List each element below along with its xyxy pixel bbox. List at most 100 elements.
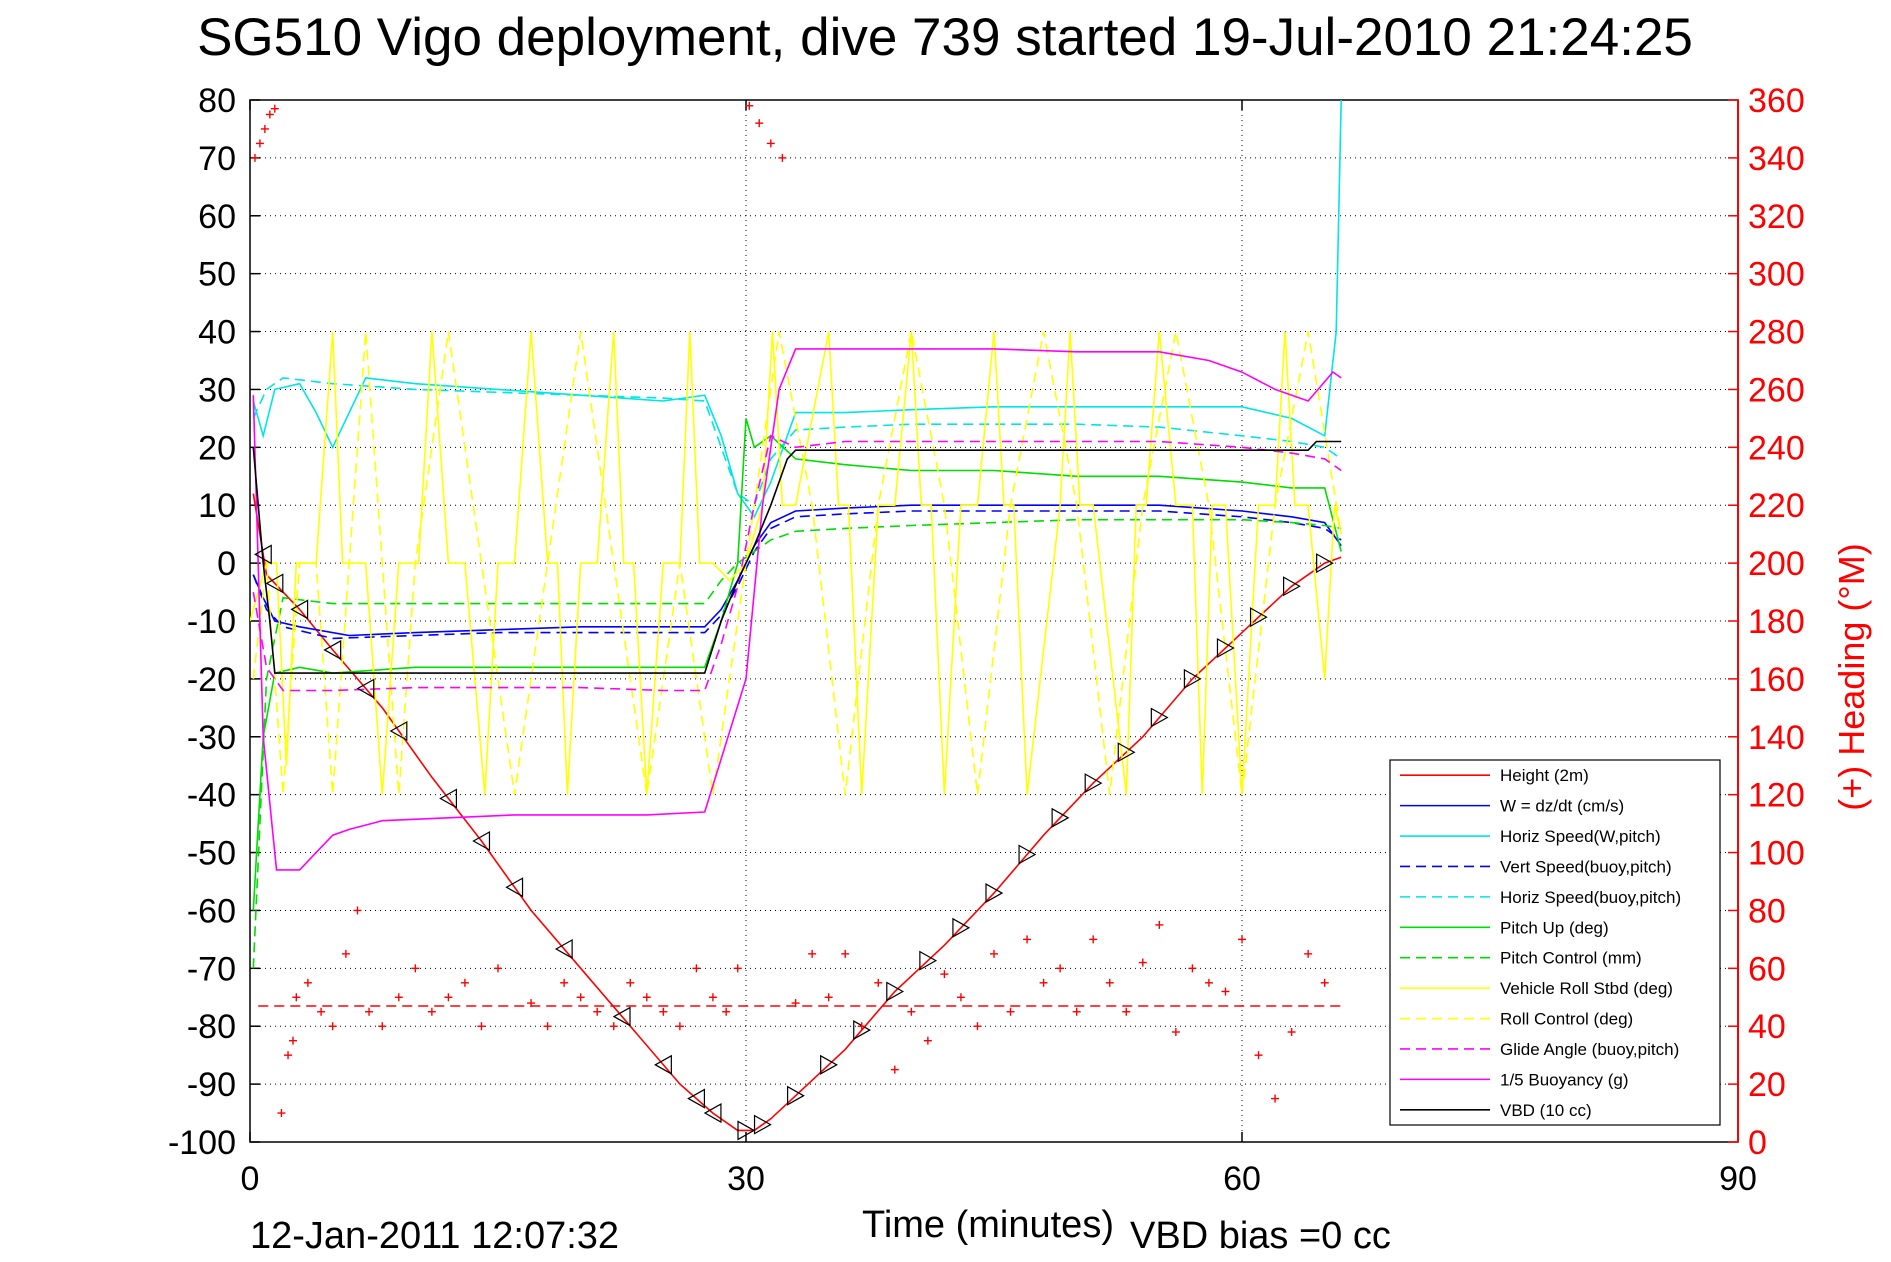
y2-tick-label: 100 bbox=[1748, 835, 1805, 873]
y-tick-label: -90 bbox=[187, 1066, 236, 1104]
heading-point bbox=[250, 153, 259, 162]
heading-point bbox=[328, 1022, 337, 1031]
height-triangle-marker bbox=[985, 883, 1004, 904]
height-triangle-marker bbox=[1150, 707, 1169, 728]
heading-point bbox=[1155, 920, 1164, 929]
height-triangle-marker bbox=[687, 1088, 706, 1109]
heading-point bbox=[265, 110, 274, 119]
heading-point bbox=[609, 1022, 618, 1031]
footer-date: 12-Jan-2011 12:07:32 bbox=[250, 1215, 619, 1257]
legend-entry: Height (2m) bbox=[1500, 766, 1589, 785]
heading-point bbox=[1254, 1051, 1263, 1060]
heading-point bbox=[1221, 987, 1230, 996]
series-line-9 bbox=[252, 331, 1342, 795]
y-tick-label: -60 bbox=[187, 892, 236, 930]
heading-point bbox=[593, 1007, 602, 1016]
y2-tick-label: 140 bbox=[1748, 719, 1805, 757]
height-triangle-marker bbox=[439, 788, 457, 809]
heading-point bbox=[260, 124, 269, 133]
heading-point bbox=[940, 970, 949, 979]
y2-tick-label: 160 bbox=[1748, 661, 1805, 699]
heading-point bbox=[675, 1022, 684, 1031]
height-triangle-marker bbox=[505, 877, 524, 898]
height-triangle-marker bbox=[265, 573, 284, 594]
height-triangle-marker bbox=[654, 1054, 672, 1075]
y-tick-label: -30 bbox=[187, 719, 236, 757]
legend-box bbox=[1389, 759, 1721, 1126]
height-triangle-marker bbox=[703, 1103, 722, 1124]
y-tick-label: 80 bbox=[198, 82, 236, 120]
heading-point bbox=[527, 999, 536, 1008]
height-triangle-marker bbox=[952, 917, 971, 938]
y2-tick-label: 40 bbox=[1748, 1008, 1786, 1046]
tick-labels: 0 30 60 9080706050403020100-10-20-30-40-50-… bbox=[168, 82, 1805, 1198]
legend-entry: Pitch Up (deg) bbox=[1500, 918, 1609, 937]
heading-point bbox=[766, 139, 775, 148]
chart-title: SG510 Vigo deployment, dive 739 started … bbox=[197, 8, 1693, 67]
heading-point bbox=[907, 1007, 916, 1016]
y-tick-label: 50 bbox=[198, 256, 236, 294]
heading-point bbox=[365, 1007, 374, 1016]
height-triangle-marker bbox=[472, 830, 491, 852]
heading-point bbox=[1171, 1028, 1180, 1037]
y-tick-label: 70 bbox=[198, 140, 236, 178]
heading-point bbox=[956, 993, 965, 1002]
y-tick-label: 30 bbox=[198, 371, 236, 409]
heading-point bbox=[411, 964, 420, 973]
y2-tick-label: 280 bbox=[1748, 314, 1805, 352]
heading-point bbox=[626, 978, 635, 987]
y2-tick-label: 320 bbox=[1748, 198, 1805, 236]
legend-entry: Roll Control (deg) bbox=[1500, 1010, 1633, 1029]
legend-entry: VBD (10 cc) bbox=[1500, 1101, 1592, 1120]
y2-tick-label: 120 bbox=[1748, 777, 1805, 815]
heading-point bbox=[824, 993, 833, 1002]
heading-point bbox=[288, 1036, 297, 1045]
y-tick-label: 60 bbox=[198, 198, 236, 236]
y2-tick-label: 360 bbox=[1748, 82, 1805, 120]
heading-point bbox=[1072, 1007, 1081, 1016]
heading-point bbox=[808, 949, 817, 958]
height-triangle-marker bbox=[886, 981, 905, 1002]
legend-entry: Vehicle Roll Stbd (deg) bbox=[1500, 979, 1673, 998]
heading-point bbox=[394, 993, 403, 1002]
height-triangle-marker bbox=[1249, 607, 1268, 628]
heading-point bbox=[1089, 935, 1098, 944]
y-tick-label: 0 bbox=[217, 545, 236, 583]
heading-point bbox=[1039, 978, 1048, 987]
legend-entry: Horiz Speed(buoy,pitch) bbox=[1500, 888, 1681, 907]
heading-point bbox=[923, 1036, 932, 1045]
height-triangle-marker bbox=[1316, 553, 1334, 574]
heading-point bbox=[1320, 978, 1329, 987]
height-triangle-marker bbox=[1084, 773, 1103, 794]
height-triangle-marker bbox=[356, 678, 375, 699]
heading-point bbox=[1188, 964, 1197, 973]
height-triangle-marker bbox=[612, 1006, 631, 1027]
heading-point bbox=[692, 964, 701, 973]
legend-entry: Pitch Control (mm) bbox=[1500, 949, 1642, 968]
heading-point bbox=[857, 1022, 866, 1031]
height-triangle-marker bbox=[554, 939, 573, 960]
height-triangle-marker bbox=[290, 599, 309, 620]
x-tick-label: 90 bbox=[1719, 1160, 1757, 1198]
heading-point bbox=[1204, 978, 1213, 987]
heading-point bbox=[460, 978, 469, 987]
series-layer bbox=[250, 100, 1342, 1141]
heading-point bbox=[494, 964, 502, 973]
heading-point bbox=[277, 1109, 286, 1118]
heading-point bbox=[755, 119, 764, 128]
series-line-12 bbox=[252, 440, 1342, 674]
heading-point bbox=[1271, 1094, 1280, 1103]
heading-point bbox=[284, 1051, 293, 1060]
legend-entry: W = dz/dt (cm/s) bbox=[1500, 797, 1624, 816]
y-tick-label: -80 bbox=[187, 1008, 236, 1046]
heading-point bbox=[733, 964, 742, 973]
y2-axis-label: (+) Heading (°M) bbox=[1831, 543, 1872, 810]
y-tick-label: -20 bbox=[187, 661, 236, 699]
height-triangle-marker bbox=[1216, 637, 1235, 659]
y2-tick-label: 200 bbox=[1748, 545, 1805, 583]
y-tick-label: 10 bbox=[198, 487, 236, 525]
legend-entry: Vert Speed(buoy,pitch) bbox=[1500, 857, 1672, 876]
y-tick-label: 20 bbox=[198, 429, 236, 467]
heading-point bbox=[560, 978, 569, 987]
